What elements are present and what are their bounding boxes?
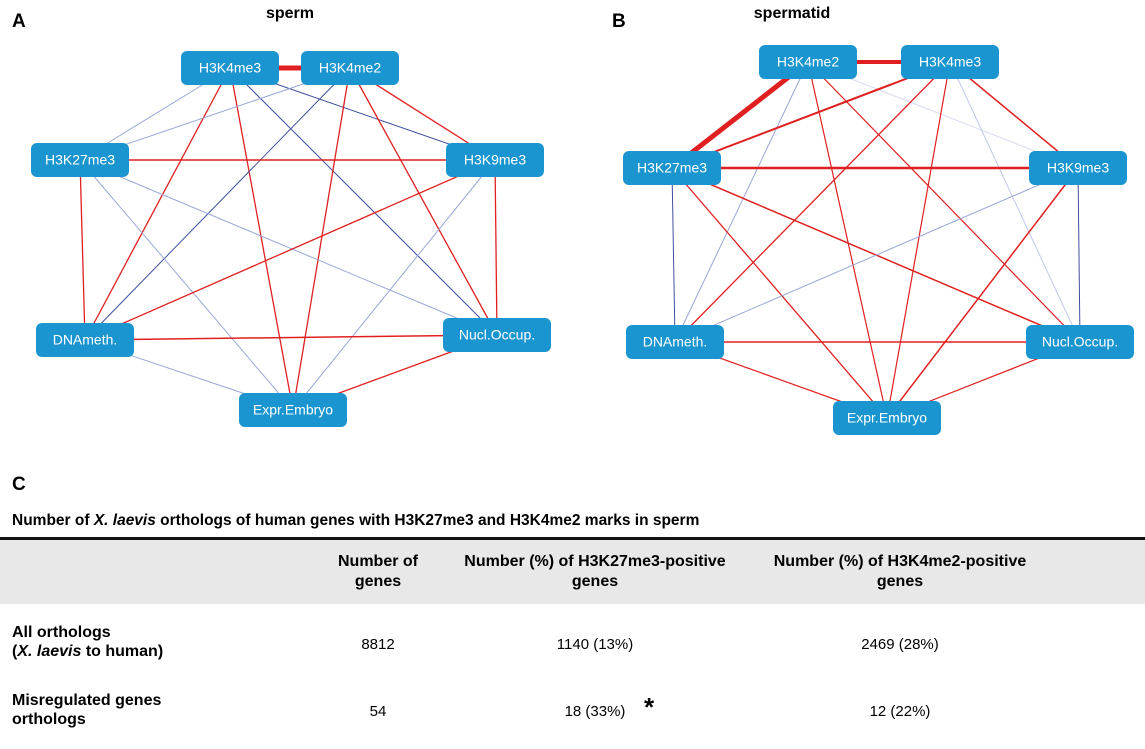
node [626, 325, 724, 359]
row-label: Misregulated genes orthologs [12, 692, 162, 728]
node [759, 45, 857, 79]
edge [84, 334, 498, 341]
node [1026, 325, 1134, 359]
panel-title: spermatid [754, 5, 830, 22]
node-label: H3K9me3 [464, 152, 526, 168]
edge [84, 159, 496, 341]
node [443, 318, 551, 352]
edge [674, 61, 951, 343]
row-label-species: X. laevis [17, 643, 82, 660]
edge [886, 167, 1079, 419]
edge [670, 60, 810, 170]
node [181, 51, 279, 85]
table-header [0, 540, 1145, 604]
significance-mark: * [644, 692, 655, 722]
edge [292, 67, 351, 411]
edge [807, 61, 1079, 169]
table-cell: 12 (22%) [869, 703, 931, 720]
edge [671, 167, 888, 419]
row-label: All orthologs (X. laevis to human) [12, 623, 232, 661]
edge [229, 67, 498, 336]
panel-letter: B [612, 11, 626, 32]
edge [671, 167, 676, 343]
table-title: Number of X. laevis orthologs of human g… [12, 512, 699, 530]
node-label: Expr.Embryo [253, 402, 333, 418]
row-label-text: to human) [81, 643, 164, 660]
node-label: H3K4me2 [777, 54, 839, 70]
edge [807, 61, 888, 419]
table-cell: 2469 (28%) [861, 636, 939, 653]
node [901, 45, 999, 79]
edge [674, 61, 809, 343]
node-label: Nucl.Occup. [459, 327, 535, 343]
edge [229, 67, 294, 411]
edge [494, 159, 498, 336]
table-cell: 8812 [361, 636, 395, 653]
title-text: orthologs of human genes with H3K27me3 a… [155, 512, 700, 529]
edge [79, 159, 498, 336]
node [1029, 151, 1127, 185]
node-label: Nucl.Occup. [1042, 334, 1118, 350]
edge [671, 61, 951, 169]
edge [949, 61, 1081, 343]
edge [84, 67, 231, 341]
edge [79, 159, 86, 341]
edge [349, 67, 498, 336]
node-label: H3K27me3 [637, 160, 707, 176]
node-label: Expr.Embryo [847, 410, 927, 426]
row-label-text: All orthologs [12, 624, 111, 641]
row-label-text: ( [12, 643, 18, 660]
node [301, 51, 399, 85]
node [31, 143, 129, 177]
node-label: H3K27me3 [45, 152, 115, 168]
panel-letter: C [12, 474, 26, 495]
node-label: DNAmeth. [53, 332, 118, 348]
node [623, 151, 721, 185]
edge [1077, 167, 1081, 343]
edge [886, 61, 951, 419]
node [239, 393, 347, 427]
table-rule [0, 537, 1145, 540]
table-cell: 18 (33%) [564, 703, 626, 720]
node [446, 143, 544, 177]
node-label: DNAmeth. [643, 334, 708, 350]
edge [84, 67, 351, 341]
table-cell: 1140 (13%) [556, 636, 634, 653]
node-label: H3K9me3 [1047, 160, 1109, 176]
node [833, 401, 941, 435]
table-cell: 54 [369, 703, 387, 720]
title-text: Number of [12, 512, 94, 529]
edge [292, 159, 496, 411]
column-header: Number (%) of H3K4me2-positive genes [773, 553, 1027, 590]
panel-letter: A [12, 11, 26, 32]
node-label: H3K4me3 [199, 60, 261, 76]
column-header: Number of genes [338, 553, 418, 590]
edge [807, 61, 1081, 343]
edge [949, 61, 1079, 169]
node-label: H3K4me2 [319, 60, 381, 76]
edge [674, 167, 1079, 343]
panel-title: sperm [266, 5, 314, 22]
title-species: X. laevis [93, 512, 156, 529]
node [36, 323, 134, 357]
node-label: H3K4me3 [919, 54, 981, 70]
column-header: Number (%) of H3K27me3-positive genes [464, 553, 726, 590]
edge [79, 159, 294, 411]
